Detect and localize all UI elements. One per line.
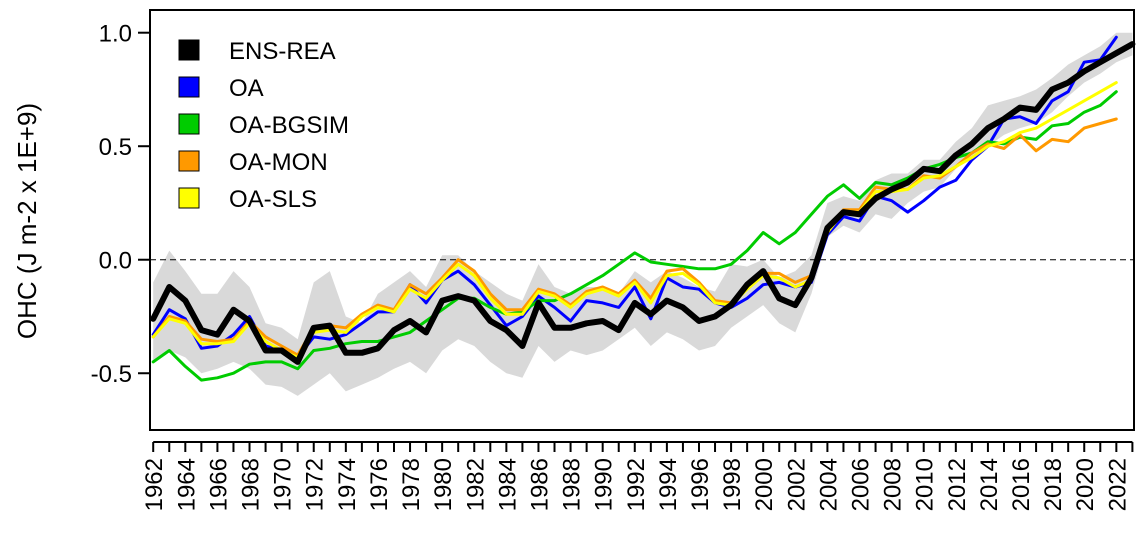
x-tick-label: 1966 (205, 458, 232, 511)
x-tick-label: 2020 (1072, 458, 1099, 511)
x-tick-label: 1994 (655, 458, 682, 511)
x-tick-label: 2022 (1104, 458, 1131, 511)
x-tick-label: 2000 (751, 458, 778, 511)
x-tick-label: 2004 (815, 458, 842, 511)
legend-label-ens-rea: ENS-REA (229, 38, 336, 65)
x-tick-label: 2006 (848, 458, 875, 511)
plot-frame (149, 9, 1135, 431)
series-lines (150, 35, 1136, 382)
x-tick-label: 1978 (398, 458, 425, 511)
x-tick-label: 2012 (944, 458, 971, 511)
x-tick-label: 1980 (430, 458, 457, 511)
x-tick-label: 1968 (238, 458, 265, 511)
uncertainty-band (153, 32, 1133, 396)
x-tick-label: 1998 (719, 458, 746, 511)
x-tick-label: 1982 (462, 458, 489, 511)
legend-label-oa-bgsim: OA-BGSIM (229, 112, 349, 139)
legend-swatch-oa-bgsim (178, 113, 200, 135)
x-tick-label: 1996 (687, 458, 714, 511)
x-tick-label: 1970 (270, 458, 297, 511)
x-tick-label: 1976 (366, 458, 393, 511)
legend-label-oa-sls: OA-SLS (229, 186, 317, 213)
x-tick-label: 2010 (912, 458, 939, 511)
y-axis-label: OHC (J m-2 x 1E+9) (12, 103, 42, 339)
y-tick-label: 0.0 (99, 248, 132, 275)
legend-label-oa: OA (229, 75, 264, 102)
y-tick-label: 1.0 (99, 21, 132, 48)
ensemble-spread-band (153, 32, 1133, 396)
x-tick-label: 2002 (783, 458, 810, 511)
legend: ENS-REA OA OA-BGSIM OA-MON OA-SLS (178, 38, 349, 213)
x-tick-label: 1974 (334, 458, 361, 511)
x-tick-label: 2018 (1040, 458, 1067, 511)
legend-label-oa-mon: OA-MON (229, 149, 328, 176)
x-tick-label: 1962 (141, 458, 168, 511)
x-tick-label: 1986 (527, 458, 554, 511)
x-tick-label: 1984 (494, 458, 521, 511)
legend-swatch-oa-sls (178, 187, 200, 209)
x-tick-label: 1990 (591, 458, 618, 511)
legend-swatch-oa-mon (178, 150, 200, 172)
series-line-ens-rea (150, 41, 1136, 365)
x-tick-label: 2014 (976, 458, 1003, 511)
x-tick-label: 2008 (880, 458, 907, 511)
series-line-oa (151, 35, 1118, 359)
x-tick-label: 2016 (1008, 458, 1035, 511)
x-tick-label: 1992 (623, 458, 650, 511)
legend-swatch-ens-rea (178, 39, 200, 61)
x-tick-label: 1972 (302, 458, 329, 511)
y-tick-label: -0.5 (91, 361, 132, 388)
x-axis: 1962 1964 1966 1968 1970 1972 1974 1976 1978 1980… (141, 441, 1134, 511)
x-tick-label: 1988 (559, 458, 586, 511)
y-axis: 1.0 0.5 0.0 -0.5 (91, 21, 150, 388)
legend-swatch-oa (178, 76, 200, 98)
x-tick-label: 1964 (173, 458, 200, 511)
y-tick-label: 0.5 (99, 134, 132, 161)
